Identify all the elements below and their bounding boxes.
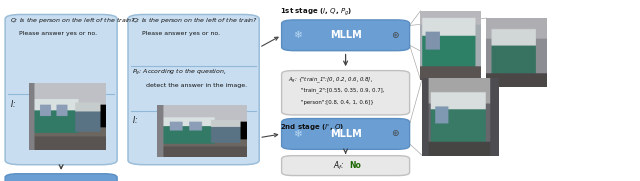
FancyBboxPatch shape <box>282 156 410 176</box>
FancyBboxPatch shape <box>5 14 117 165</box>
FancyBboxPatch shape <box>282 71 410 115</box>
Text: ⊛: ⊛ <box>391 129 399 138</box>
FancyBboxPatch shape <box>282 119 410 149</box>
FancyBboxPatch shape <box>5 174 117 181</box>
Text: $Q$: Is the person on the left of the train?: $Q$: Is the person on the left of the tr… <box>132 16 259 25</box>
Text: $I$:: $I$: <box>10 98 16 109</box>
Text: Please answer yes or no.: Please answer yes or no. <box>142 31 220 36</box>
Text: $I$:: $I$: <box>132 114 139 125</box>
FancyBboxPatch shape <box>128 14 259 165</box>
Text: $P_g$: According to the question,: $P_g$: According to the question, <box>132 68 227 78</box>
Text: No: No <box>349 161 361 170</box>
Text: detect the answer in the image.: detect the answer in the image. <box>146 83 247 88</box>
Text: "train_2":[0.55, 0.35, 0.9, 0.7],: "train_2":[0.55, 0.35, 0.9, 0.7], <box>301 88 384 93</box>
Text: "person":[0.8, 0.4, 1, 0.6]}: "person":[0.8, 0.4, 1, 0.6]} <box>301 100 374 105</box>
Text: $A_g$: {"train_1":[0, 0.2, 0.6, 0.8],: $A_g$: {"train_1":[0, 0.2, 0.6, 0.8], <box>288 75 373 85</box>
Text: MLLM: MLLM <box>330 30 362 40</box>
Text: 1st stage ($I$, $Q$, $P_g$): 1st stage ($I$, $Q$, $P_g$) <box>280 6 352 18</box>
Text: ❄: ❄ <box>293 129 302 139</box>
FancyBboxPatch shape <box>282 20 410 51</box>
Text: ⊛: ⊛ <box>391 31 399 40</box>
Text: $A_f$:: $A_f$: <box>333 159 346 172</box>
Text: Please answer yes or no.: Please answer yes or no. <box>19 31 97 36</box>
Text: $Q$: Is the person on the left of the train?: $Q$: Is the person on the left of the tr… <box>10 16 136 25</box>
Text: ❄: ❄ <box>293 30 302 40</box>
Text: MLLM: MLLM <box>330 129 362 139</box>
Text: 2nd stage ($I$', $Q$): 2nd stage ($I$', $Q$) <box>280 122 344 132</box>
